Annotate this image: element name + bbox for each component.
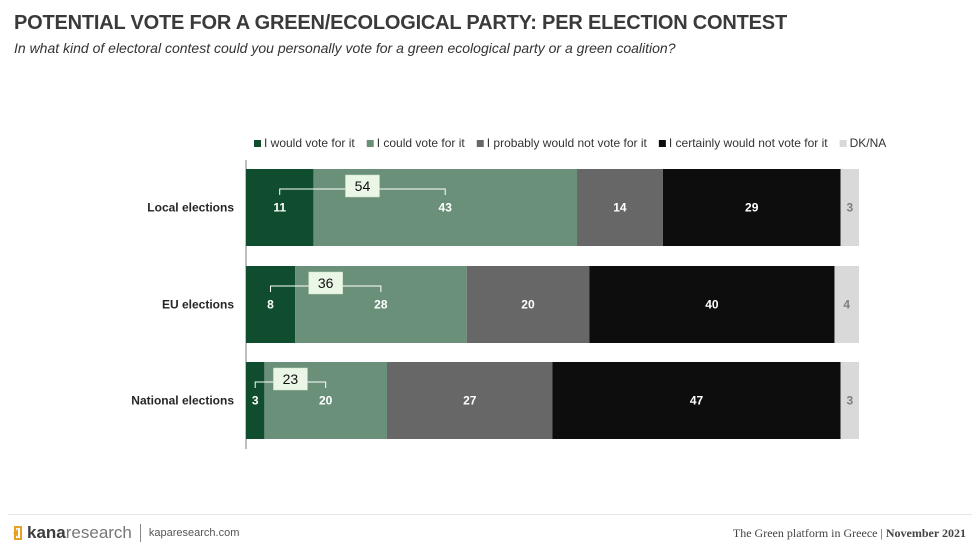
category-label: National elections [131,394,234,408]
data-label: 3 [846,394,853,408]
legend-label-1: I could vote for it [377,136,466,150]
legend-swatch-4 [839,140,847,147]
combined-label: 54 [355,178,371,194]
logo-text-research: research [65,523,132,542]
chart-subtitle: In what kind of electoral contest could … [14,40,676,56]
legend-label-0: I would vote for it [264,136,355,150]
legend-label-2: I probably would not vote for it [487,136,648,150]
data-label: 29 [745,201,759,215]
logo-text-kana: kana [27,523,66,542]
report-date: November 2021 [885,526,966,540]
website-link[interactable]: kaparesearch.com [148,527,240,539]
combined-label: 36 [318,275,334,291]
report-name: The Green platform in Greece [732,526,878,540]
bar-segment [577,169,663,246]
data-label: 14 [613,201,627,215]
kapa-logo-icon [13,526,22,540]
bar-segment [466,266,590,343]
bar-segment [840,362,859,439]
legend-swatch-0 [254,140,261,147]
data-label: 4 [843,298,850,312]
data-label: 20 [319,394,333,408]
bar-segment [246,169,314,246]
bar-segment [662,169,841,246]
data-label: 3 [846,201,853,215]
footer-separator: | [880,526,883,540]
footer-divider [8,514,972,515]
combined-label-box [273,367,308,391]
combined-label-box [308,271,343,295]
data-label: 28 [374,298,388,312]
bar-segment [246,266,296,343]
data-label: 11 [273,201,286,215]
combined-label-box [345,174,380,198]
category-label: EU elections [162,298,234,312]
legend-swatch-3 [658,140,666,147]
bar-segment [386,362,553,439]
combined-label: 23 [283,371,299,387]
category-label: Local elections [147,201,234,215]
data-label: 47 [690,394,704,408]
data-label: 8 [267,298,274,312]
brand-logo: kana research kaparesearch.com [12,522,239,544]
data-label: 20 [521,298,535,312]
data-label: 43 [439,201,453,215]
legend-swatch-2 [476,140,484,147]
bar-segment [589,266,835,343]
data-label: 40 [705,298,719,312]
data-label: 3 [252,394,259,408]
legend-swatch-1 [366,140,374,147]
bar-segment [840,169,859,246]
stacked-bar-chart: I would vote for it I could vote for it I … [131,136,887,449]
bar-segment [246,362,265,439]
bar-segment [834,266,859,343]
data-label: 27 [463,394,477,408]
legend-label-4: DK/NA [850,136,887,150]
bar-segment [552,362,841,439]
chart-title: POTENTIAL VOTE FOR A GREEN/ECOLOGICAL PA… [14,12,787,34]
legend-label-3: I certainly would not vote for it [669,136,828,150]
footer-report-info: The Green platform in Greece | November … [733,526,966,541]
logo-separator [139,524,141,542]
